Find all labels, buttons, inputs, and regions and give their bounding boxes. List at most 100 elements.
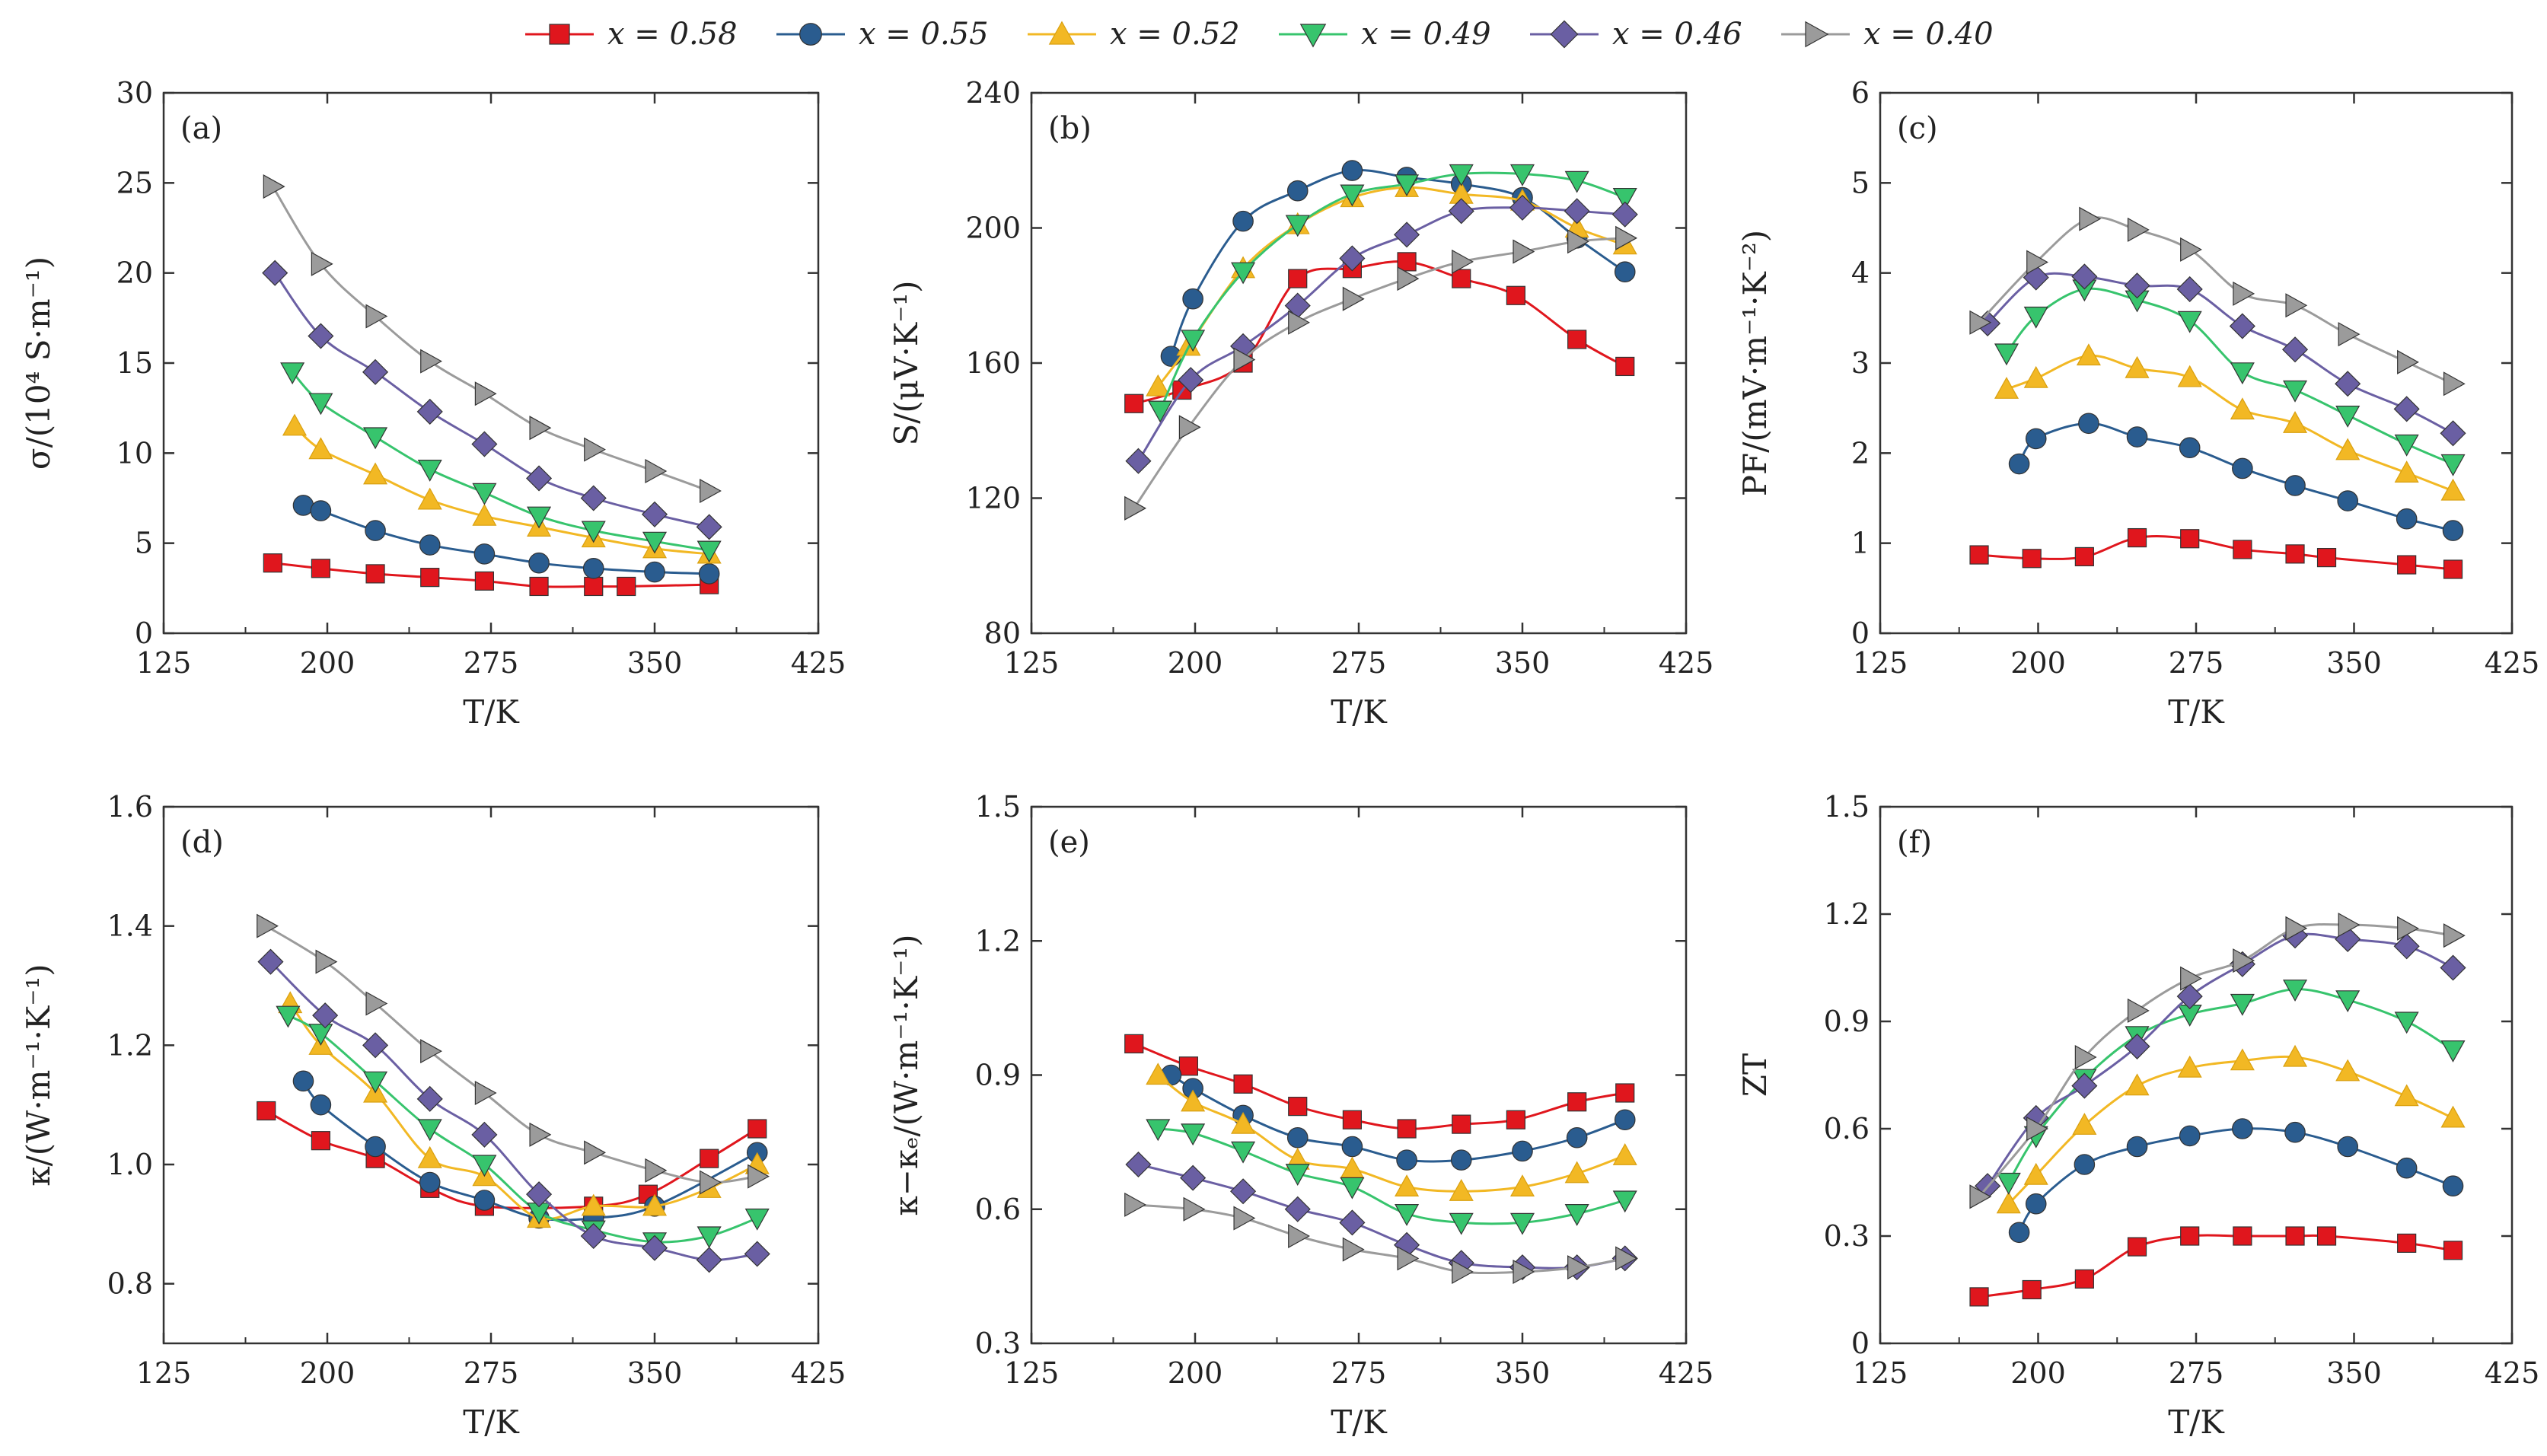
data-point [2071, 1072, 2098, 1099]
data-point [2338, 322, 2361, 347]
data-point [1125, 448, 1152, 474]
data-point [2124, 272, 2150, 299]
x-tick-label: 350 [1495, 646, 1551, 680]
data-point [2443, 1241, 2463, 1260]
x-tick-label: 125 [136, 646, 192, 680]
data-point [2074, 546, 2094, 567]
y-tick-label: 2 [1851, 436, 1870, 470]
data-point [280, 362, 305, 385]
data-point [471, 431, 498, 457]
data-point [529, 416, 552, 441]
x-tick-label: 200 [300, 646, 355, 680]
series-line [1170, 168, 1626, 357]
series-line [1986, 932, 2454, 1187]
series-line [2005, 287, 2454, 465]
data-point [2230, 1048, 2255, 1071]
data-point [312, 1002, 339, 1029]
data-point [696, 514, 722, 540]
data-point [1396, 1149, 1417, 1171]
series [257, 948, 770, 1273]
chart-panel: 125 200 275 350 425 0 1 2 3 4 5 6 T/K PF/(mV·m⁻¹·K⁻²)… [1736, 76, 2539, 731]
data-point [1509, 1174, 1535, 1196]
series-line [2018, 1127, 2454, 1234]
data-point [2025, 428, 2047, 450]
data-point [417, 487, 442, 510]
data-point [1340, 1177, 1365, 1200]
data-point [1146, 1119, 1171, 1142]
data-point [2443, 371, 2466, 397]
data-point [2281, 336, 2309, 363]
y-tick-label: 120 [965, 482, 1021, 515]
legend-label: x = 0.46 [1612, 17, 1742, 52]
data-point [1611, 201, 1638, 228]
series-line [1978, 216, 2454, 385]
legend-marker [1299, 24, 1327, 48]
y-tick-label: 1.5 [975, 790, 1021, 824]
data-point [1233, 1074, 1253, 1094]
y-tick-label: 0 [1851, 616, 1870, 650]
data-point [584, 576, 604, 597]
data-point [420, 1039, 442, 1064]
series [1994, 343, 2466, 501]
y-tick-label: 3 [1851, 346, 1870, 380]
plot-frame [1030, 805, 1688, 1345]
legend-marker [1805, 21, 1829, 48]
series-line [1138, 1163, 1626, 1270]
data-point [2176, 983, 2203, 1010]
legend-label: x = 0.40 [1863, 17, 1994, 52]
data-point [1285, 215, 1310, 237]
x-tick-label: 125 [1004, 1356, 1060, 1390]
data-point [1567, 229, 1589, 254]
x-tick-label: 275 [464, 1356, 519, 1390]
data-point [2440, 954, 2466, 981]
data-point [744, 1208, 770, 1231]
data-point [1996, 1191, 2021, 1214]
data-point [417, 460, 442, 482]
data-point [584, 437, 606, 462]
series [276, 1005, 770, 1255]
series-line [1158, 1127, 1626, 1225]
series [1124, 252, 1635, 413]
data-point [2177, 1055, 2202, 1078]
data-point [1394, 221, 1420, 248]
data-point [362, 358, 389, 385]
data-point [257, 948, 284, 975]
y-tick-label: 0 [135, 616, 153, 650]
chart-panel: 125 200 275 350 425 0.3 0.6 0.9 1.2 1.5 T/K κ−κₑ/(W… [888, 790, 1713, 1441]
data-point [2232, 1118, 2253, 1139]
data-point [1452, 269, 1471, 288]
series [1124, 1192, 1637, 1285]
data-point [1612, 1143, 1637, 1165]
data-point [262, 260, 288, 286]
series-line [289, 1002, 758, 1221]
panel-label: (d) [180, 825, 224, 860]
chart-panel: 125 200 275 350 425 0 0.3 0.6 0.9 1.2 1.5 T/K ZT (f) [1736, 790, 2539, 1441]
data-point [1395, 174, 1420, 197]
data-point [1513, 239, 1535, 264]
data-point [365, 991, 388, 1016]
series-line [265, 925, 757, 1184]
y-tick-label: 1 [1851, 527, 1870, 560]
data-point [2335, 1059, 2361, 1082]
data-point [2335, 406, 2361, 428]
x-tick-label: 425 [791, 1356, 846, 1390]
data-point [1994, 377, 2019, 399]
data-point [2442, 1175, 2464, 1196]
data-point [1183, 1196, 1206, 1222]
x-tick-label: 425 [2485, 646, 2540, 680]
series [257, 913, 770, 1195]
data-point [2127, 1237, 2147, 1257]
data-point [2397, 916, 2419, 941]
data-point [1125, 1151, 1152, 1178]
data-point [2443, 923, 2466, 948]
data-point [1180, 1164, 1207, 1191]
data-point [1285, 1164, 1310, 1186]
data-point [474, 571, 495, 591]
data-point [2283, 380, 2308, 403]
data-point [1614, 1109, 1636, 1131]
data-point [2179, 1125, 2201, 1147]
data-point [363, 427, 388, 450]
x-tick-label: 200 [300, 1356, 355, 1390]
data-point [2397, 349, 2419, 374]
data-point [642, 1193, 668, 1216]
